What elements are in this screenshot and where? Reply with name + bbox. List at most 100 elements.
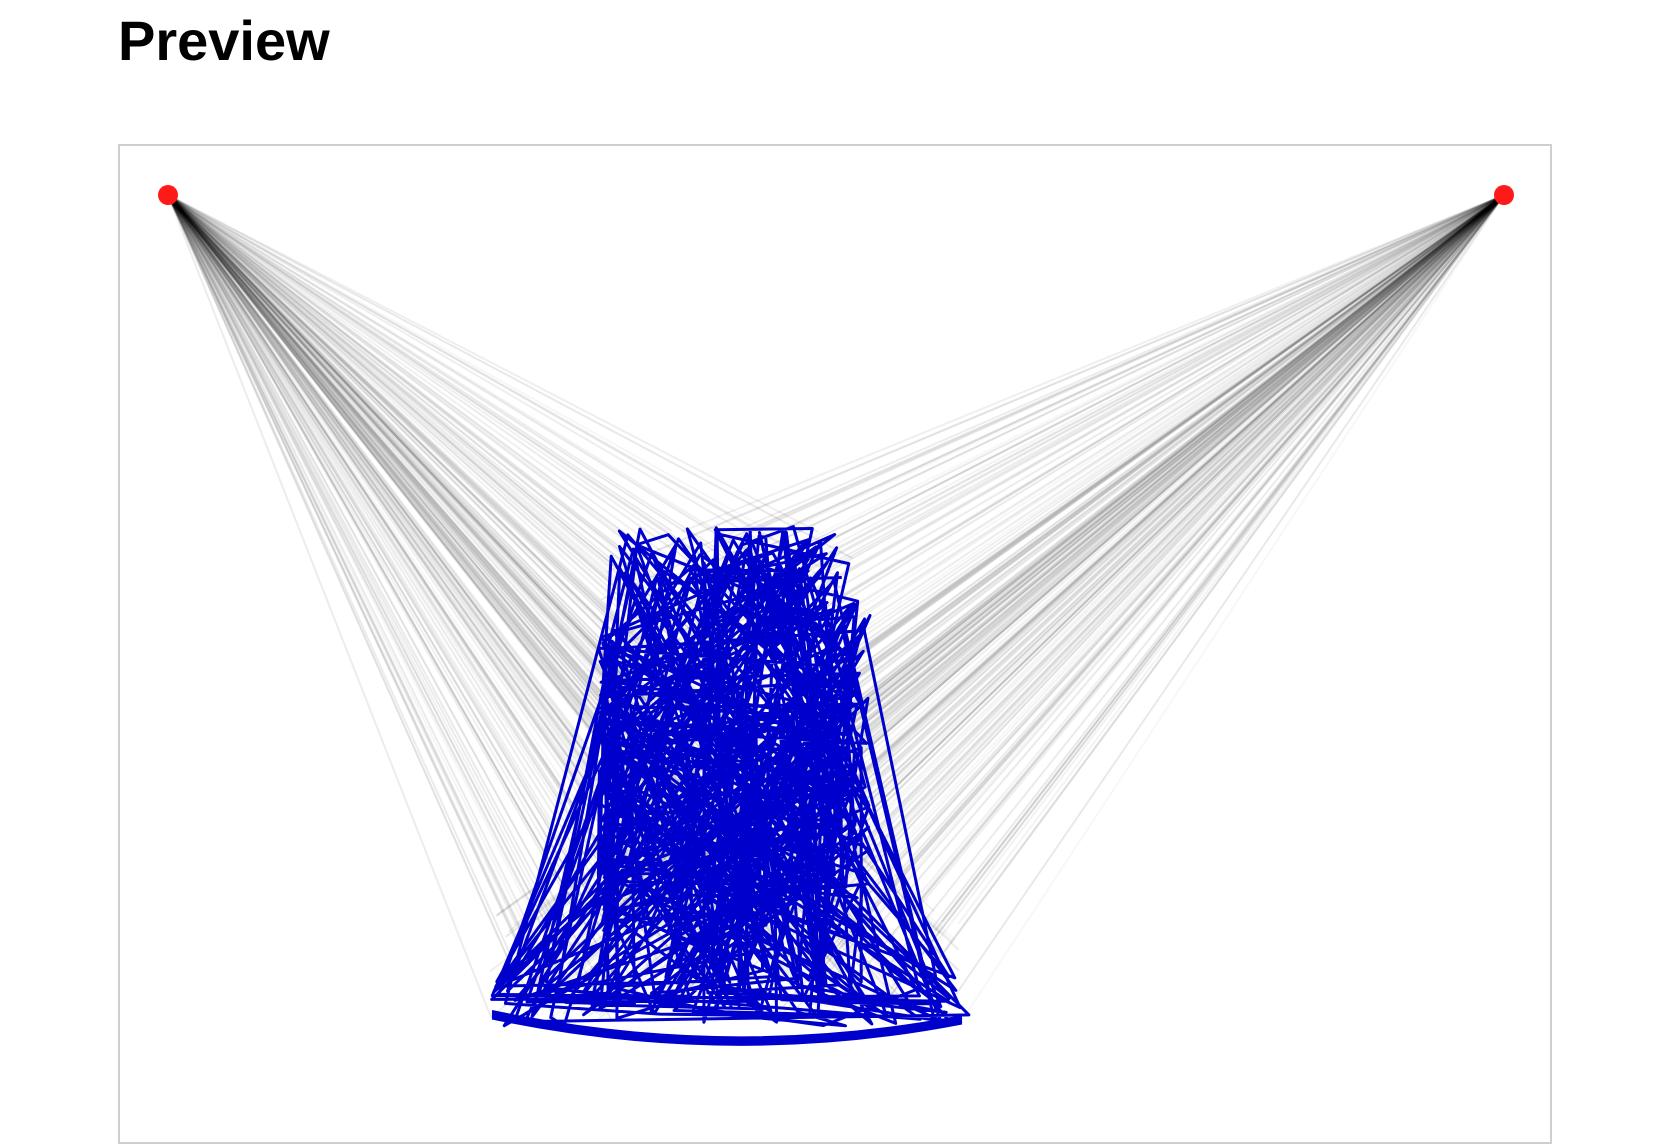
left-ray-line <box>167 194 643 914</box>
right-ray-line <box>890 194 1505 990</box>
right-ray-line <box>760 194 1505 951</box>
left-ray-line <box>167 194 735 547</box>
scribble-base-arc <box>491 1014 963 1043</box>
right-anchor-point <box>1494 185 1514 205</box>
right-ray-line <box>851 194 1505 802</box>
right-ray-line <box>748 194 1505 917</box>
left-ray-line <box>167 194 841 579</box>
left-ray-line <box>167 194 604 734</box>
right-ray-line <box>741 194 1505 614</box>
left-ray-line <box>167 194 539 1015</box>
right-ray-line <box>858 194 1505 678</box>
right-ray-line <box>876 194 1505 929</box>
left-ray-line <box>167 194 643 946</box>
left-ray-line <box>167 194 538 966</box>
left-ray-line <box>167 194 625 541</box>
right-ray-line <box>942 194 1505 954</box>
left-ray-line <box>167 194 647 608</box>
right-ray-line <box>609 194 1505 878</box>
left-ray-line <box>167 194 724 571</box>
right-ray-line <box>836 194 1505 600</box>
left-ray-line <box>167 194 625 555</box>
left-ray-line <box>167 194 679 734</box>
left-ray-line <box>167 194 513 969</box>
right-ray-line <box>765 194 1505 618</box>
left-ray-line <box>167 194 636 913</box>
right-ray-line <box>776 194 1505 808</box>
left-ray-line <box>167 194 607 923</box>
right-ray-line <box>742 194 1505 831</box>
right-ray-line <box>757 194 1505 553</box>
left-ray-line <box>168 195 569 925</box>
left-ray-line <box>167 194 553 935</box>
left-ray-line <box>167 194 684 705</box>
right-ray-line <box>827 194 1505 738</box>
left-ray-line <box>168 195 791 689</box>
right-ray-line <box>761 194 1505 708</box>
right-ray-line <box>748 194 1505 918</box>
left-ray-line <box>167 194 652 626</box>
right-ray-line <box>808 194 1505 834</box>
right-ray-line <box>815 194 1505 919</box>
right-ray-line <box>745 194 1505 974</box>
right-ray-line <box>829 194 1505 671</box>
left-ray-line <box>167 194 550 942</box>
right-ray-line <box>754 194 1505 788</box>
right-ray-line <box>904 194 1505 918</box>
left-ray-line <box>167 194 732 592</box>
left-ray-line <box>167 194 803 728</box>
right-ray-line <box>757 194 1505 530</box>
left-ray-line <box>167 194 743 798</box>
right-ray-line <box>769 194 1505 580</box>
scribble-base-arc <box>491 1017 963 1046</box>
preview-canvas <box>118 144 1552 1144</box>
right-ray-line <box>901 194 1505 928</box>
right-ray-line <box>899 194 1505 918</box>
left-ray-line <box>167 194 522 987</box>
left-ray-line <box>167 194 627 695</box>
preview-drawing <box>158 185 1514 1046</box>
right-ray-line <box>709 194 1505 604</box>
right-ray-line <box>810 194 1505 799</box>
left-ray-line <box>167 194 634 819</box>
right-ray-line <box>926 194 1505 976</box>
right-ray-line <box>887 194 1505 999</box>
left-ray-line <box>167 194 642 766</box>
right-ray-line <box>896 194 1505 1015</box>
right-ray-line <box>752 195 1504 979</box>
right-ray-line <box>788 194 1505 844</box>
right-ray-line <box>807 194 1505 683</box>
right-ray-line <box>818 194 1505 576</box>
left-ray-line <box>167 194 650 552</box>
right-ray-line <box>683 194 1505 588</box>
right-ray-line <box>947 194 1505 1007</box>
right-ray-line <box>815 194 1505 614</box>
left-ray-line <box>167 194 538 987</box>
right-ray-line <box>728 194 1505 541</box>
left-ray-line <box>167 194 654 620</box>
right-ray-line <box>681 194 1505 533</box>
left-ray-line <box>167 194 524 933</box>
left-ray-line <box>167 194 557 1021</box>
right-ray-line <box>935 194 1505 944</box>
right-ray-line <box>744 194 1505 813</box>
right-ray-line <box>823 194 1505 967</box>
right-ray-line <box>941 194 1505 923</box>
right-ray-line <box>619 194 1505 567</box>
right-ray-line <box>709 194 1505 566</box>
left-ray-line <box>167 194 561 989</box>
right-ray-line <box>824 194 1505 943</box>
left-ray-line <box>167 194 660 561</box>
left-ray-line <box>167 194 657 951</box>
right-ray-line <box>645 194 1505 594</box>
right-ray-line <box>835 194 1505 830</box>
right-ray-line <box>831 194 1505 672</box>
page-title: Preview <box>118 9 330 72</box>
right-ray-line <box>851 194 1505 914</box>
left-ray-line <box>167 194 687 769</box>
right-ray-line <box>778 194 1505 950</box>
right-ray-line <box>776 194 1505 1021</box>
right-ray-line <box>745 194 1505 1003</box>
left-ray-line <box>167 194 819 533</box>
right-ray-line <box>799 194 1505 629</box>
